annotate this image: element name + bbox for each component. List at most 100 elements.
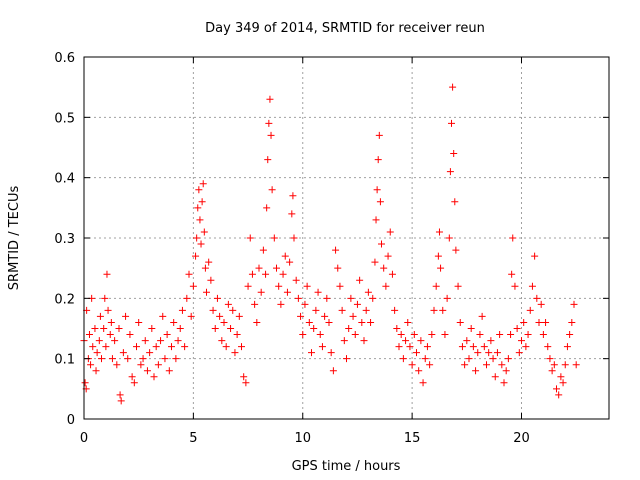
data-point <box>338 306 346 314</box>
data-point <box>303 282 311 290</box>
data-point <box>561 361 569 369</box>
data-point <box>135 318 143 326</box>
data-point <box>157 337 165 345</box>
data-point <box>469 343 477 351</box>
data-point <box>410 331 418 339</box>
data-point <box>262 270 270 278</box>
y-tick-label: 0.5 <box>54 111 75 126</box>
data-point <box>314 288 322 296</box>
data-point <box>189 282 197 290</box>
data-point <box>286 258 294 266</box>
data-point <box>89 343 97 351</box>
data-point <box>172 355 180 363</box>
data-point <box>502 367 510 375</box>
data-point <box>253 318 261 326</box>
data-point <box>263 204 271 212</box>
data-point <box>511 282 519 290</box>
data-point <box>528 282 536 290</box>
data-point <box>246 234 254 242</box>
data-point <box>423 343 431 351</box>
data-point <box>406 343 414 351</box>
data-point <box>95 337 103 345</box>
data-point <box>439 306 447 314</box>
data-point <box>200 228 208 236</box>
data-point <box>340 337 348 345</box>
data-point <box>240 373 248 381</box>
y-tick-label: 0.4 <box>54 172 75 187</box>
data-point <box>384 252 392 260</box>
data-point <box>81 379 89 387</box>
data-point <box>373 186 381 194</box>
data-point <box>98 355 105 363</box>
data-point <box>183 294 191 302</box>
data-point <box>461 361 469 369</box>
data-point <box>251 300 259 308</box>
data-point <box>168 343 175 351</box>
data-point <box>288 210 296 218</box>
data-point <box>165 367 173 375</box>
data-point <box>395 343 403 351</box>
data-point <box>195 186 203 194</box>
data-point <box>216 312 224 320</box>
data-point <box>430 306 438 314</box>
data-point <box>229 306 237 314</box>
data-point <box>467 325 475 332</box>
data-point <box>351 331 359 339</box>
data-point <box>294 294 302 302</box>
data-point <box>353 300 361 308</box>
data-point <box>452 246 460 254</box>
data-point <box>476 331 484 339</box>
data-point <box>312 306 320 314</box>
data-point <box>265 119 273 127</box>
data-point <box>301 300 309 308</box>
data-point <box>446 168 454 176</box>
data-point <box>126 331 134 339</box>
data-point <box>448 119 455 127</box>
data-point <box>124 355 132 363</box>
data-point <box>161 355 169 363</box>
data-point <box>235 312 243 320</box>
data-point <box>451 198 459 206</box>
data-point <box>199 180 207 188</box>
x-tick-label: 10 <box>294 431 311 446</box>
data-point <box>445 234 453 242</box>
data-point <box>163 331 171 339</box>
data-point <box>100 325 108 332</box>
data-point <box>570 300 578 308</box>
data-point <box>316 331 324 339</box>
data-point <box>367 318 375 326</box>
data-point <box>345 325 353 332</box>
data-point <box>102 343 110 351</box>
data-point <box>178 306 186 314</box>
data-point <box>434 252 442 260</box>
data-point <box>449 83 457 91</box>
data-point <box>91 325 99 332</box>
data-point <box>107 318 115 326</box>
data-point <box>509 234 517 242</box>
data-point <box>275 282 283 290</box>
data-point <box>550 361 558 369</box>
data-point <box>500 379 508 387</box>
y-tick-label: 0.3 <box>54 232 75 247</box>
data-point <box>428 331 436 339</box>
data-point <box>222 343 230 351</box>
data-point <box>524 331 532 339</box>
data-point <box>181 343 189 351</box>
data-point <box>371 258 379 266</box>
data-point <box>85 331 93 339</box>
data-point <box>146 349 154 357</box>
data-point <box>376 198 384 206</box>
data-point <box>526 306 534 314</box>
data-point <box>465 355 473 363</box>
data-point <box>450 150 458 158</box>
data-point <box>518 337 525 345</box>
data-point <box>113 361 121 369</box>
data-point <box>435 228 443 236</box>
data-point <box>174 337 182 345</box>
data-point <box>159 312 167 320</box>
data-point <box>563 343 571 351</box>
chart-title: Day 349 of 2014, SRMTID for receiver reu… <box>205 21 485 36</box>
data-point <box>255 264 263 272</box>
data-point <box>197 240 205 248</box>
